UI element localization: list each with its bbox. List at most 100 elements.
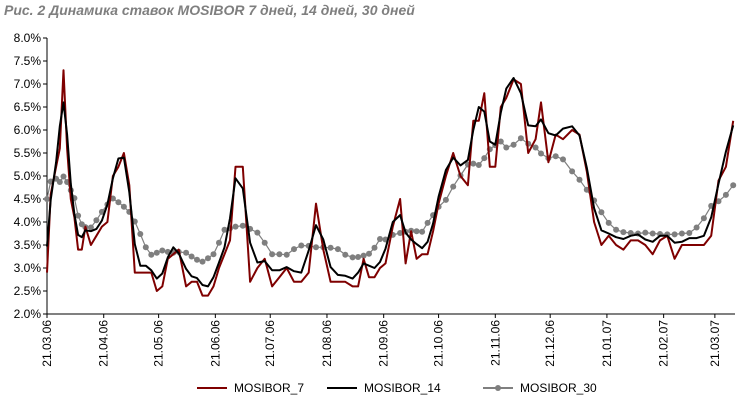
series-point-mosibor_30: [355, 254, 362, 260]
y-tick-label: 5.0%: [14, 169, 42, 183]
series-point-mosibor_30: [560, 156, 566, 163]
series-point-mosibor_30: [60, 173, 67, 180]
series-line-mosibor_14: [46, 77, 735, 288]
series-point-mosibor_30: [642, 229, 649, 236]
series-point-mosibor_30: [334, 246, 341, 253]
series-point-mosibor_30: [327, 244, 334, 251]
series-point-mosibor_30: [87, 224, 94, 231]
series-point-mosibor_30: [142, 244, 149, 251]
series-point-mosibor_30: [371, 244, 378, 251]
legend-marker-mosibor_30: [495, 385, 501, 391]
series-point-mosibor_30: [269, 251, 276, 258]
series-point-mosibor_30: [366, 250, 372, 257]
series-point-mosibor_30: [700, 215, 707, 222]
series-point-mosibor_30: [283, 251, 290, 258]
series-point-mosibor_30: [75, 212, 82, 219]
series-point-mosibor_30: [349, 254, 356, 261]
series-point-mosibor_30: [620, 229, 627, 236]
series-point-mosibor_30: [188, 253, 195, 260]
series-point-mosibor_30: [205, 255, 211, 262]
series-point-mosibor_30: [532, 144, 539, 151]
series-point-mosibor_30: [109, 195, 116, 202]
y-tick-label: 6.0%: [14, 123, 42, 137]
series-point-mosibor_30: [313, 244, 319, 251]
series-point-mosibor_30: [470, 160, 477, 167]
series-point-mosibor_30: [419, 228, 426, 235]
series-point-mosibor_30: [576, 176, 583, 183]
series-point-mosibor_30: [497, 138, 504, 145]
series-point-mosibor_30: [342, 251, 349, 258]
x-tick-label: 21.11.06: [488, 320, 502, 366]
x-tick-label: 21.05.06: [152, 320, 166, 367]
series-point-mosibor_30: [148, 251, 155, 258]
series-point-mosibor_30: [598, 209, 605, 216]
series-point-mosibor_30: [221, 226, 228, 233]
series-point-mosibor_30: [450, 183, 457, 190]
series-point-mosibor_30: [605, 219, 612, 226]
series-point-mosibor_30: [678, 230, 685, 237]
series-point-mosibor_30: [194, 256, 200, 263]
series-point-mosibor_30: [232, 223, 239, 230]
chart-title: Рис. 2 Динамика ставок MOSIBOR 7 дней, 1…: [4, 2, 415, 18]
legend-label-mosibor_7: MOSIBOR_7: [234, 381, 304, 395]
y-tick-label: 4.5%: [14, 192, 42, 206]
x-tick-label: 21.09.06: [377, 320, 391, 367]
legend-label-mosibor_30: MOSIBOR_30: [520, 381, 597, 395]
series-point-mosibor_30: [239, 222, 246, 229]
x-tick-label: 21.04.06: [97, 320, 111, 367]
series-point-mosibor_30: [693, 224, 700, 231]
series-point-mosibor_30: [199, 258, 206, 265]
y-tick-label: 7.0%: [14, 77, 42, 91]
y-tick-label: 7.5%: [14, 54, 42, 68]
y-tick-label: 3.0%: [14, 261, 42, 275]
series-point-mosibor_30: [93, 217, 100, 224]
series-point-mosibor_30: [360, 252, 367, 259]
series-point-mosibor_30: [216, 239, 222, 246]
series-point-mosibor_30: [183, 249, 190, 256]
series-point-mosibor_30: [538, 150, 544, 157]
series-point-mosibor_30: [159, 247, 166, 254]
series-point-mosibor_30: [517, 135, 524, 142]
series-point-mosibor_30: [613, 226, 620, 233]
series-point-mosibor_30: [481, 155, 488, 162]
legend: MOSIBOR_7 MOSIBOR_14 MOSIBOR_30: [197, 381, 597, 395]
series-point-mosibor_30: [44, 196, 50, 202]
series-point-mosibor_30: [254, 229, 261, 236]
series-point-mosibor_30: [569, 168, 576, 175]
x-tick-label: 21.06.06: [208, 320, 222, 367]
y-tick-label: 2.0%: [14, 307, 42, 321]
series-point-mosibor_30: [261, 239, 268, 246]
series-layer: [44, 69, 737, 297]
series-point-mosibor_30: [475, 162, 482, 168]
series-point-mosibor_30: [730, 182, 737, 189]
x-tick-label: 21.01.07: [600, 320, 614, 367]
series-point-mosibor_30: [552, 153, 559, 160]
series-point-mosibor_30: [510, 141, 517, 148]
series-point-mosibor_30: [291, 246, 297, 253]
x-tick-label: 21.03.07: [708, 320, 722, 367]
series-point-mosibor_30: [413, 228, 420, 235]
axes: 2.0% 2.5% 3.0% 3.5% 4.0% 4.5% 5.0% 5.5% 6.0% 6.5%…: [14, 31, 735, 367]
legend-label-mosibor_14: MOSIBOR_14: [364, 381, 441, 395]
series-point-mosibor_30: [276, 251, 283, 258]
y-tick-label: 3.5%: [14, 238, 42, 252]
series-point-mosibor_30: [397, 230, 404, 236]
y-tick-label: 8.0%: [14, 31, 42, 45]
y-tick-label: 2.5%: [14, 284, 42, 298]
x-tick-label: 21.03.06: [40, 320, 54, 367]
x-tick-label: 21.12.06: [543, 320, 557, 367]
series-point-mosibor_30: [56, 179, 63, 185]
series-point-mosibor_30: [137, 231, 144, 237]
y-tick-label: 5.5%: [14, 146, 42, 160]
x-tick-label: 21.02.07: [657, 320, 671, 367]
series-line-mosibor_7: [46, 69, 735, 297]
series-point-mosibor_30: [298, 242, 305, 249]
x-tick-label: 21.10.06: [432, 320, 446, 367]
series-point-mosibor_30: [210, 251, 217, 258]
x-tick-label: 21.08.06: [320, 320, 334, 367]
series-point-mosibor_30: [503, 144, 510, 151]
series-point-mosibor_30: [153, 249, 160, 256]
series-point-mosibor_30: [671, 231, 678, 238]
series-point-mosibor_30: [115, 199, 122, 206]
